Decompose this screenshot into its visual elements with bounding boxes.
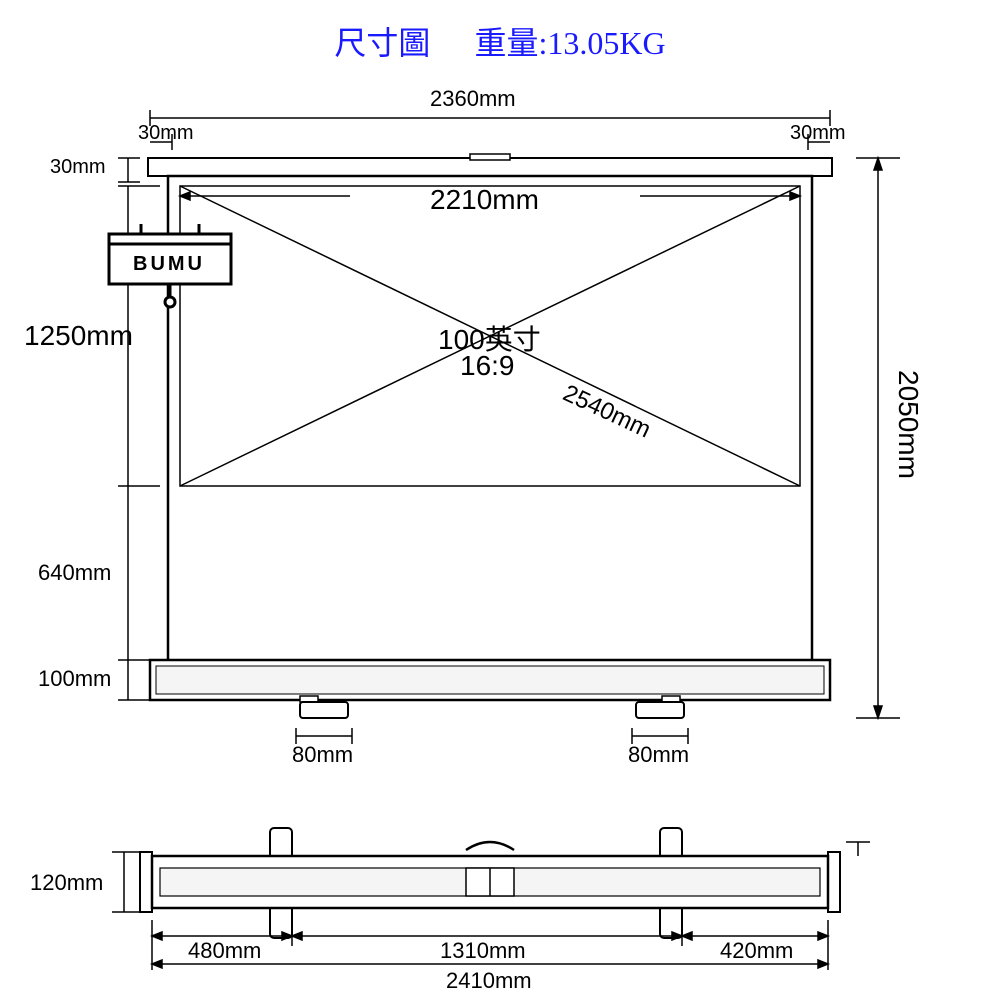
dim-side-h: 120mm (30, 870, 103, 896)
dim-foot-r: 80mm (628, 742, 689, 768)
dim-top-gap: 30mm (50, 156, 106, 179)
dim-side-right: 420mm (720, 938, 793, 964)
dim-screen-h: 1250mm (24, 320, 133, 352)
bumu-logo-icon: BUMU (105, 220, 235, 310)
dim-inner-width: 2210mm (430, 184, 539, 216)
dim-lower-gap: 640mm (38, 560, 111, 586)
dim-side-total: 2410mm (446, 968, 532, 994)
dim-total-h: 2050mm (892, 370, 924, 479)
dim-top-margin-l: 30mm (138, 122, 194, 145)
dim-side-mid: 1310mm (440, 938, 526, 964)
screen-ratio: 16:9 (460, 350, 515, 382)
dim-base-h: 100mm (38, 666, 111, 692)
side-view-drawing (0, 820, 1000, 990)
front-view-drawing (0, 0, 1000, 780)
dim-top-margin-r: 30mm (790, 122, 846, 145)
dim-top-width: 2360mm (430, 86, 516, 112)
dim-side-left: 480mm (188, 938, 261, 964)
dim-foot-l: 80mm (292, 742, 353, 768)
logo-text: BUMU (133, 253, 205, 275)
